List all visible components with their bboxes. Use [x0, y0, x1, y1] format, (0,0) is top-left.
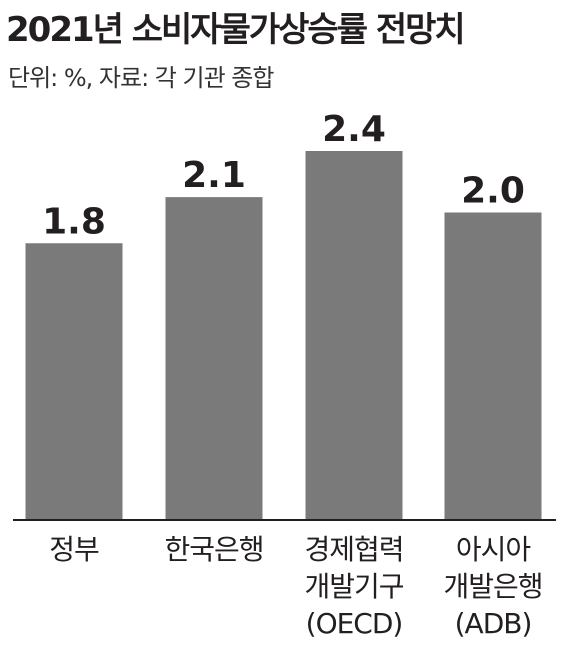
value-label-1: 2.1: [182, 155, 246, 196]
value-label-3: 2.0: [461, 171, 525, 212]
category-label-3-line-2: (ADB): [455, 607, 532, 640]
value-label-0: 1.8: [42, 201, 106, 242]
category-label-3-line-0: 아시아: [456, 533, 531, 566]
category-label-2-line-1: 개발기구: [304, 570, 403, 603]
bar-3: [444, 212, 542, 520]
category-label-0-line-0: 정부: [49, 533, 99, 566]
chart-subtitle: 단위: %, 자료: 각 기관 종합: [8, 64, 274, 92]
bar-0: [25, 243, 123, 520]
category-label-2-line-0: 경제협력: [304, 533, 403, 566]
category-label-1-line-0: 한국은행: [164, 533, 263, 566]
bar-2: [305, 151, 403, 520]
category-label-2-line-2: (OECD): [306, 607, 403, 640]
chart-title: 2021년 소비자물가상승률 전망치: [6, 10, 466, 50]
category-label-3-line-1: 개발은행: [443, 570, 542, 603]
value-label-2: 2.4: [322, 109, 386, 150]
bar-1: [165, 197, 263, 520]
